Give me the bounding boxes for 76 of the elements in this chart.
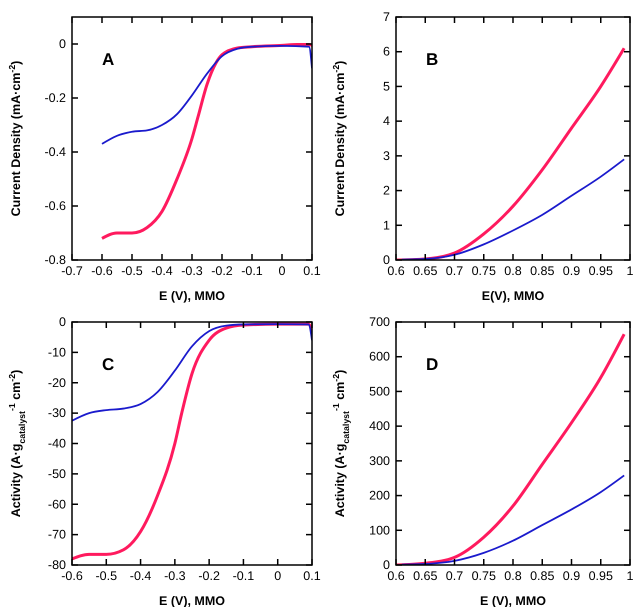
y-tick-label: -10 <box>48 345 66 360</box>
annotation: C <box>102 355 114 374</box>
y-tick-label: -0.4 <box>44 145 66 159</box>
line-series <box>101 44 312 145</box>
y-tick-label: 1 <box>383 218 390 232</box>
line-series <box>400 474 626 565</box>
x-tick-label: -0.1 <box>241 264 263 278</box>
y-tick-label: -50 <box>48 466 66 481</box>
x-tick-label: 0.8 <box>504 264 522 278</box>
y-tick-label: -0.6 <box>44 199 66 213</box>
y-tick-label: 2 <box>383 184 390 198</box>
y-tick-label: 100 <box>369 523 390 538</box>
y-tick-label: 5 <box>383 79 390 94</box>
y-tick-label: -0.2 <box>44 91 66 105</box>
x-tick-label: 0.6 <box>387 264 405 278</box>
x-tick-label: 0.85 <box>530 264 554 278</box>
x-tick-label: -0.4 <box>151 264 173 278</box>
x-tick-label: -0.4 <box>130 569 152 583</box>
annotation: D <box>426 355 438 374</box>
x-tick-label: 0.9 <box>562 569 580 583</box>
x-tick-label: -0.1 <box>232 569 254 583</box>
x-tick-label: 0.1 <box>303 569 321 583</box>
x-tick-label: 0.7 <box>446 569 464 583</box>
x-tick-label: -0.6 <box>91 264 113 278</box>
x-tick-label: -0.3 <box>181 264 203 278</box>
y-tick-label: 0 <box>383 558 390 572</box>
x-tick-label: -0.2 <box>211 264 233 278</box>
x-tick-label: -0.5 <box>121 264 143 278</box>
x-tick-label: 0.7 <box>446 264 464 278</box>
x-tick-label: 1 <box>626 569 634 583</box>
line-series <box>396 332 626 565</box>
x-tick-label: 1 <box>626 264 634 278</box>
line-series <box>400 158 626 260</box>
x-tick-label: 0.75 <box>472 569 496 583</box>
y-tick-label: 6 <box>383 44 390 59</box>
y-tick-label: -80 <box>48 558 66 572</box>
y-tick-label: 700 <box>369 315 390 329</box>
x-tick-label: 0 <box>274 569 282 583</box>
y-tick-label: 500 <box>369 384 390 398</box>
x-tick-label: 0.75 <box>472 264 496 278</box>
annotation: B <box>426 50 438 69</box>
x-axis-title: E(V), MMO <box>482 289 545 303</box>
y-tick-label: -70 <box>48 528 66 542</box>
x-tick-label: 0.8 <box>504 569 522 583</box>
x-tick-label: 0.85 <box>530 569 554 583</box>
x-tick-label: 0.9 <box>562 264 580 278</box>
y-tick-label: 300 <box>369 454 390 468</box>
y-tick-label: 4 <box>383 114 390 128</box>
x-tick-label: -0.2 <box>198 569 220 583</box>
y-tick-label: -20 <box>48 376 66 390</box>
line-series <box>72 323 312 422</box>
x-tick-label: 0.95 <box>588 264 613 278</box>
x-tick-label: 0.65 <box>413 569 438 583</box>
x-tick-label: 0.1 <box>303 264 321 278</box>
y-tick-label: -0.8 <box>44 253 66 267</box>
y-tick-label: 0 <box>59 37 66 51</box>
y-tick-label: 7 <box>383 10 390 24</box>
y-tick-label: -30 <box>48 406 66 420</box>
y-tick-label: -40 <box>48 436 66 450</box>
y-tick-label: 0 <box>383 253 390 267</box>
x-tick-label: 0.95 <box>588 569 613 583</box>
y-tick-label: 600 <box>369 350 390 364</box>
y-tick-label: 3 <box>383 148 390 163</box>
x-axis-title: E (V), MMO <box>159 289 226 303</box>
y-tick-label: 200 <box>369 488 390 503</box>
y-tick-label: 0 <box>59 315 66 329</box>
x-tick-label: -0.3 <box>164 569 186 583</box>
annotation: A <box>102 50 114 69</box>
x-tick-label: -0.7 <box>61 264 83 278</box>
x-tick-label: 0 <box>278 264 286 278</box>
x-tick-label: 0.6 <box>387 569 405 583</box>
line-series <box>396 46 626 260</box>
x-tick-label: -0.5 <box>96 569 118 583</box>
y-tick-label: -60 <box>48 497 66 512</box>
x-tick-label: 0.65 <box>413 264 438 278</box>
y-tick-label: 400 <box>369 419 390 434</box>
